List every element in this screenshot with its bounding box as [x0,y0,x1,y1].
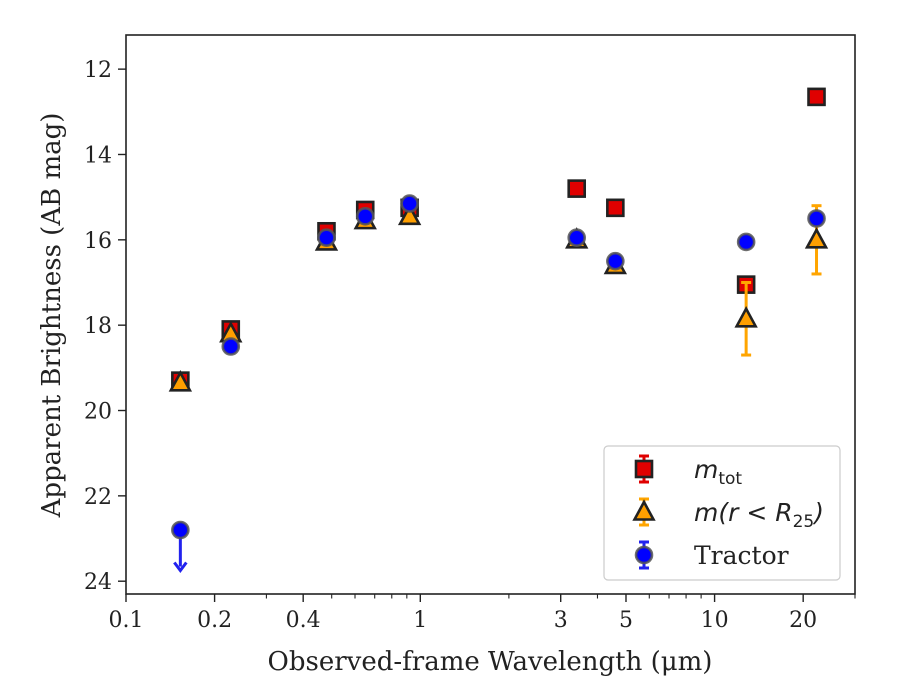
point-2-3 [355,207,375,226]
point-2-2 [317,228,336,247]
legend-marker-0 [634,459,654,479]
y-tick-label-1: 14 [84,143,112,168]
legend-marker-1 [632,499,656,521]
axis-ticks: 0.1 0.2 0.4 1 3 5 10 20 12 14 16 18 20 22 24 [84,58,856,633]
y-tick-label-2: 16 [84,229,112,254]
x-axis-label: Observed-frame Wavelength (μm) [268,647,713,677]
y-tick-label-4: 20 [84,400,112,425]
x-tick-label-3: 1 [413,608,427,633]
x-tick-label-6: 10 [701,608,729,633]
data-marks [168,87,829,574]
point-1-8 [804,227,829,249]
y-axis-label: Apparent Brightness (AB mag) [37,113,67,519]
point-1-4 [397,203,422,226]
x-tick-label-2: 0.4 [286,608,321,633]
x-tick-label-5: 5 [619,608,633,633]
point-2-0 [171,520,190,540]
point-2-7 [736,232,756,252]
point-0-6 [606,198,625,218]
x-tick-label-4: 3 [554,608,568,633]
y-tick-label-6: 24 [84,570,112,595]
legend-label-1: m(r < R25) [694,498,824,532]
legend-marker-2 [634,545,654,565]
point-2-1 [221,337,241,356]
point-0-5 [567,179,587,198]
x-tick-label-1: 0.2 [197,608,232,633]
upper-limit-arrow-2-0 [173,561,188,574]
y-tick-label-3: 18 [84,314,112,339]
x-tick-label-0: 0.1 [109,608,144,633]
legend-box [603,445,841,581]
legend-label-0: mtot [694,455,742,489]
point-1-0 [168,370,193,392]
y-tick-label-0: 12 [84,58,112,83]
point-2-6 [606,251,625,271]
point-0-8 [807,87,826,107]
y-tick-label-5: 22 [84,485,112,510]
point-2-4 [400,194,419,213]
legend-label-2: Tractor [694,541,789,570]
x-tick-label-7: 20 [789,608,817,633]
point-2-8 [807,209,826,228]
plot-frame [125,34,856,595]
point-1-7 [734,306,758,328]
point-2-5 [567,228,587,247]
legend: mtot m(r < R25) Tractor [603,445,841,581]
series-2 [171,194,826,574]
